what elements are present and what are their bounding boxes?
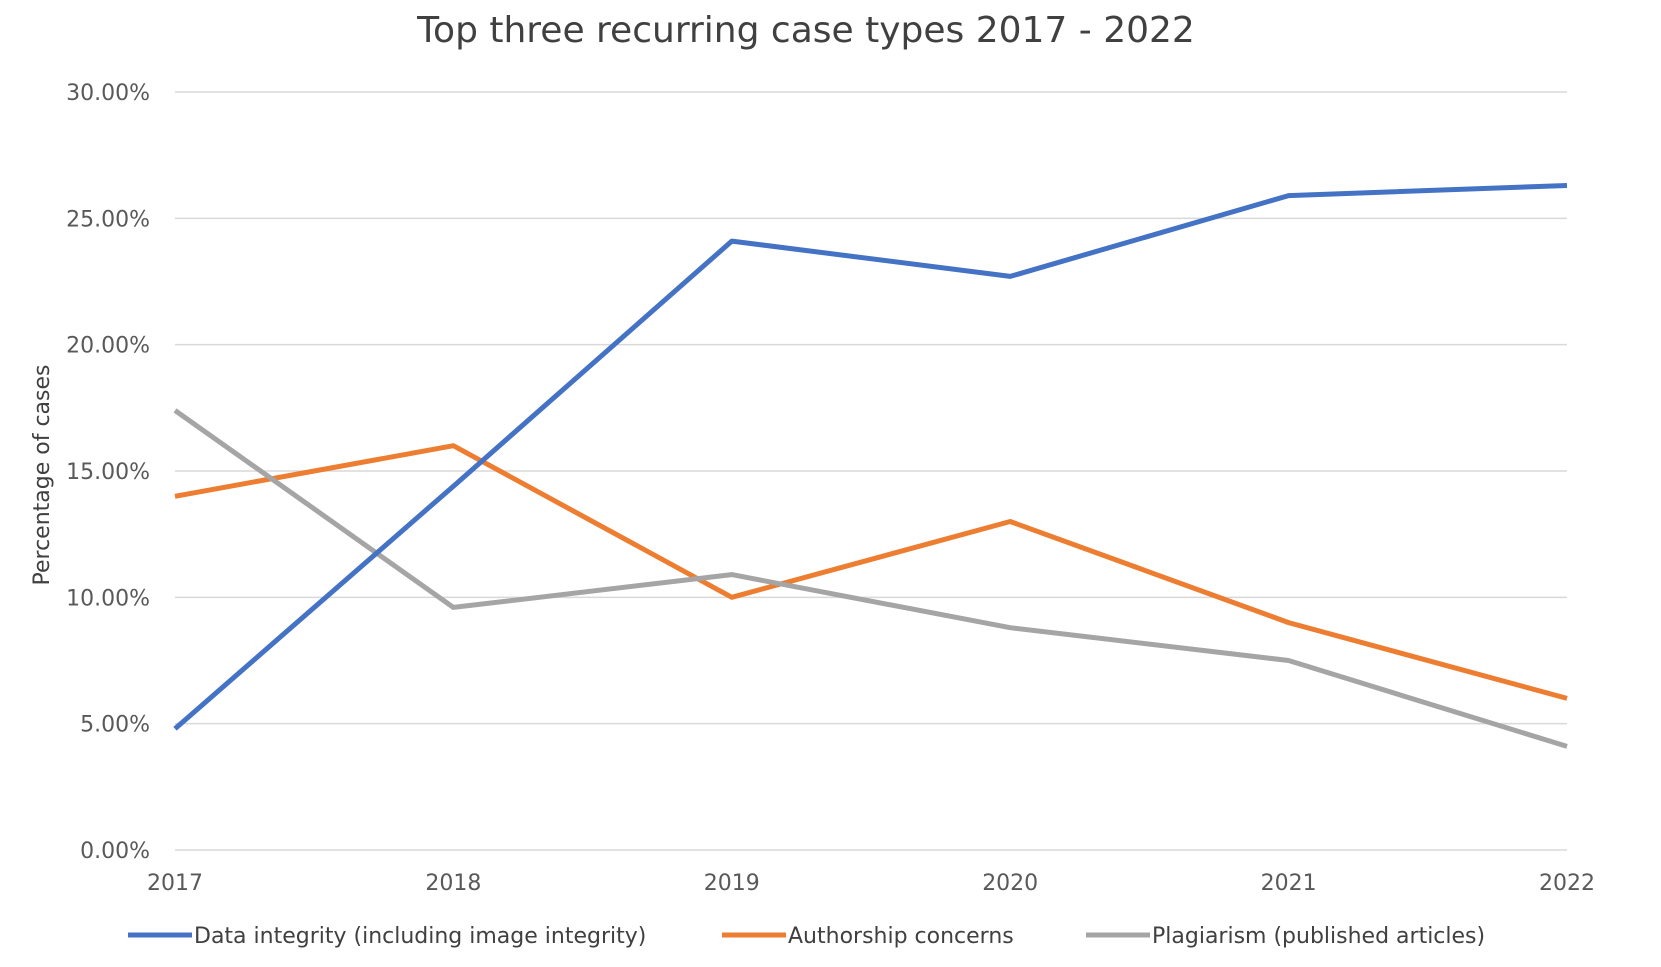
x-tick-label: 2020: [982, 871, 1038, 896]
y-axis-title: Percentage of cases: [30, 365, 55, 586]
x-tick-label: 2019: [704, 871, 760, 896]
legend-item: Data integrity (including image integrit…: [128, 924, 646, 949]
y-tick-label: 25.00%: [66, 207, 150, 232]
legend: Data integrity (including image integrit…: [128, 924, 1485, 949]
x-tick-label: 2021: [1261, 871, 1317, 896]
legend-label: Plagiarism (published articles): [1152, 924, 1485, 949]
x-tick-label: 2022: [1539, 871, 1595, 896]
x-tick-label: 2017: [147, 871, 203, 896]
legend-label: Authorship concerns: [788, 924, 1014, 949]
y-tick-label: 5.00%: [80, 713, 150, 738]
series-line-3: [173, 408, 1568, 749]
series-lines: [173, 183, 1568, 749]
x-tick-label: 2018: [425, 871, 481, 896]
chart-title: Top three recurring case types 2017 - 20…: [416, 10, 1195, 51]
x-axis-tick-labels: 2017 2018 2019 2020 2021 2022: [147, 871, 1595, 896]
legend-item: Authorship concerns: [722, 924, 1014, 949]
y-tick-label: 15.00%: [66, 460, 150, 485]
series-line-2: [174, 443, 1568, 701]
y-axis-tick-labels: 0.00% 5.00% 10.00% 15.00% 20.00% 25.00% 30.00%: [66, 81, 150, 864]
series-line-1: [173, 183, 1568, 731]
y-tick-label: 0.00%: [80, 839, 150, 864]
legend-item: Plagiarism (published articles): [1086, 924, 1485, 949]
y-tick-label: 30.00%: [66, 81, 150, 106]
gridlines: [175, 91, 1567, 851]
y-tick-label: 10.00%: [66, 586, 150, 611]
legend-label: Data integrity (including image integrit…: [194, 924, 646, 949]
y-tick-label: 20.00%: [66, 334, 150, 359]
